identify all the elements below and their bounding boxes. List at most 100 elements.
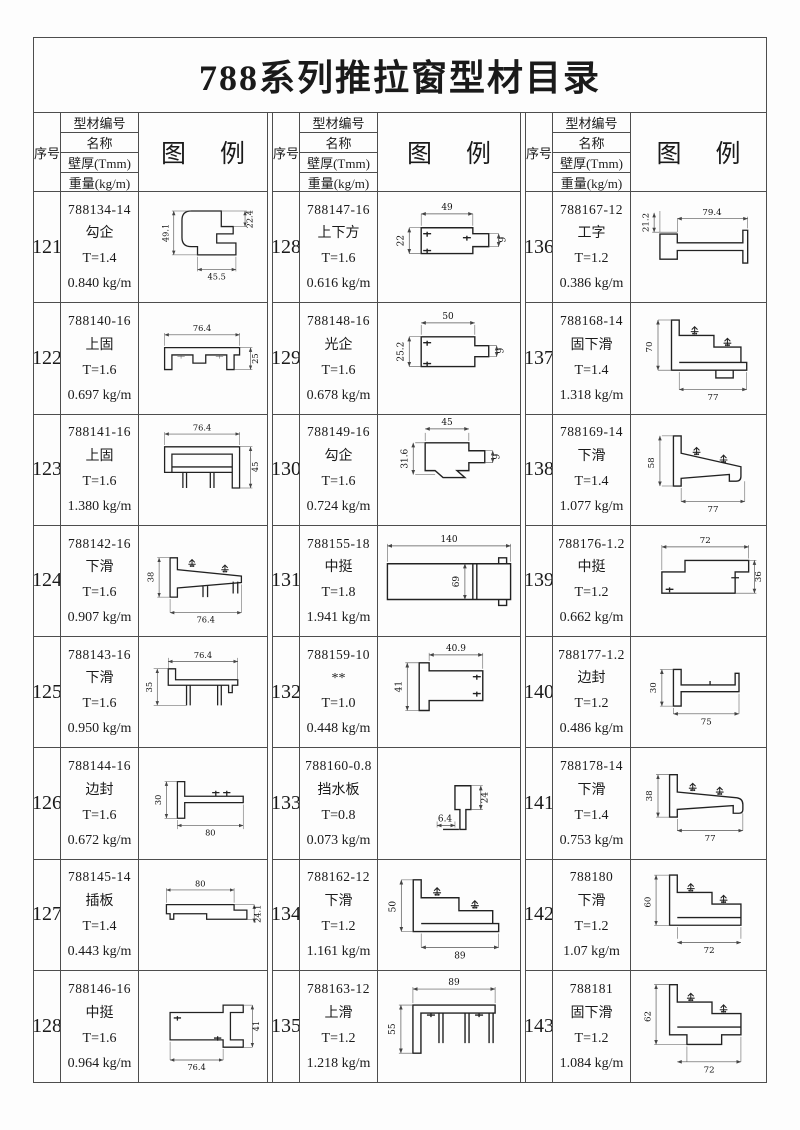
diagram-cell: 21.2 79.4 bbox=[631, 192, 766, 304]
profile-drawing-slope-track-2: 38 77 bbox=[645, 774, 744, 844]
profile-code: 788163-12 bbox=[307, 980, 370, 996]
dimension-label: 45 bbox=[250, 461, 260, 471]
diagram-cell: 49.1 22.4 45.5 bbox=[139, 192, 267, 304]
dimension-label: 72 bbox=[700, 536, 711, 546]
diagram-cell: 24 6.4 bbox=[378, 748, 520, 860]
header-seq: 序号 bbox=[526, 113, 553, 192]
diagram-cell: 49 22 9 bbox=[378, 192, 520, 304]
profile-drawing-fixed-bottom-track-2: 62 72 bbox=[643, 983, 742, 1075]
profile-thickness: T=1.4 bbox=[82, 918, 117, 934]
seq-cell: 143 bbox=[526, 970, 553, 1082]
profile-drawing-bottom-rail-2: 76.4 35 bbox=[144, 650, 239, 706]
profile-code: 788147-16 bbox=[307, 201, 370, 217]
profile-thickness: T=1.2 bbox=[574, 251, 609, 267]
diagram-cell: 30 80 bbox=[139, 748, 267, 860]
dimension-label: 38 bbox=[645, 791, 655, 802]
profile-thickness: T=1.4 bbox=[574, 473, 609, 489]
profile-thickness: T=1.6 bbox=[82, 473, 117, 489]
profile-thickness: T=1.2 bbox=[574, 696, 609, 712]
catalog-groups: 序号 型材编号 名称 壁厚(Tmm) 重量(kg/m) 图 例 121 7881… bbox=[33, 113, 767, 1083]
seq-cell: 137 bbox=[526, 303, 553, 415]
profile-drawing-offset-mullion: 72 36 bbox=[661, 536, 764, 594]
info-cell: 788148-16 光企 T=1.6 0.678 kg/m bbox=[300, 303, 378, 415]
profile-name: 下滑 bbox=[85, 671, 114, 687]
profile-name: 上固 bbox=[85, 337, 114, 353]
profile-thickness: T=1.6 bbox=[321, 251, 356, 267]
profile-drawing-i-bar: 21.2 79.4 bbox=[641, 208, 749, 264]
dimension-label: 50 bbox=[388, 900, 398, 912]
seq-cell: 125 bbox=[34, 637, 61, 749]
profile-name: 下滑 bbox=[577, 893, 606, 909]
profile-code: 788149-16 bbox=[307, 424, 370, 440]
info-cell: 788176-1.2 中挺 T=1.2 0.662 kg/m bbox=[553, 525, 631, 637]
header-legend: 图 例 bbox=[139, 113, 267, 192]
diagram-cell: 70 77 bbox=[631, 303, 766, 415]
dimension-label: 79.4 bbox=[702, 208, 722, 218]
dimension-label: 9 bbox=[497, 348, 507, 354]
profile-weight: 0.386 kg/m bbox=[559, 276, 624, 292]
profile-drawing-bottom-rail: 38 76.4 bbox=[146, 556, 243, 624]
info-cell: 788144-16 边封 T=1.6 0.672 kg/m bbox=[61, 748, 139, 860]
dimension-label: 36 bbox=[754, 571, 764, 582]
profile-name: 勾企 bbox=[324, 448, 353, 464]
profile-code: 788167-12 bbox=[560, 201, 623, 217]
profile-thickness: T=1.8 bbox=[321, 585, 356, 601]
profile-drawing-wide-mullion: 140 69 bbox=[386, 535, 512, 606]
diagram-cell: 41 76.4 bbox=[139, 971, 267, 1082]
profile-drawing-edge-seal: 30 80 bbox=[153, 781, 244, 838]
profile-weight: 1.084 kg/m bbox=[559, 1055, 624, 1071]
profile-weight: 1.380 kg/m bbox=[67, 498, 132, 514]
profile-weight: 0.907 kg/m bbox=[67, 610, 132, 625]
header-seq: 序号 bbox=[34, 113, 61, 192]
info-cell: 788160-0.8 挡水板 T=0.8 0.073 kg/m bbox=[300, 748, 378, 860]
profile-thickness: T=1.0 bbox=[321, 696, 356, 712]
header-profile-code: 型材编号 bbox=[300, 113, 377, 133]
seq-cell: 127 bbox=[34, 859, 61, 971]
header-profile-code: 型材编号 bbox=[553, 113, 630, 133]
profile-code: 788145-14 bbox=[68, 869, 131, 885]
header-info: 型材编号 名称 壁厚(Tmm) 重量(kg/m) bbox=[300, 113, 378, 192]
profile-weight: 0.448 kg/m bbox=[306, 721, 371, 737]
profile-weight: 1.07 kg/m bbox=[563, 943, 620, 959]
seq-cell: 142 bbox=[526, 859, 553, 971]
profile-drawing-interlock: 50 25.2 9 bbox=[396, 312, 507, 368]
diagram-cell: 60 72 bbox=[631, 860, 766, 971]
seq-cell: 131 bbox=[273, 525, 300, 637]
seq-cell: 134 bbox=[273, 859, 300, 971]
dimension-label: 40.9 bbox=[446, 644, 466, 654]
diagram-cell: 76.4 25 bbox=[139, 303, 267, 415]
dimension-label: 41 bbox=[251, 1021, 261, 1031]
profile-code: 788148-16 bbox=[307, 313, 370, 329]
dimension-label: 41 bbox=[394, 681, 404, 692]
profile-weight: 0.724 kg/m bbox=[306, 498, 371, 514]
dimension-label: 76.4 bbox=[194, 650, 212, 660]
dimension-label: 76.4 bbox=[193, 323, 211, 333]
profile-thickness: T=1.2 bbox=[321, 918, 356, 934]
catalog-sheet: 788系列推拉窗型材目录 序号 型材编号 名称 壁厚(Tmm) 重量(kg/m)… bbox=[33, 37, 767, 1083]
info-cell: 788149-16 勾企 T=1.6 0.724 kg/m bbox=[300, 414, 378, 526]
profile-drawing-stepped-track-2: 60 72 bbox=[643, 873, 742, 956]
profile-weight: 0.678 kg/m bbox=[306, 387, 371, 403]
info-cell: 788168-14 固下滑 T=1.4 1.318 kg/m bbox=[553, 303, 631, 415]
diagram-cell: 62 72 bbox=[631, 971, 766, 1082]
info-cell: 788143-16 下滑 T=1.6 0.950 kg/m bbox=[61, 637, 139, 749]
info-cell: 788169-14 下滑 T=1.4 1.077 kg/m bbox=[553, 414, 631, 526]
profile-name: 边封 bbox=[85, 782, 114, 798]
profile-thickness: T=1.2 bbox=[321, 1030, 356, 1046]
profile-drawing-mullion: 41 76.4 bbox=[169, 1004, 261, 1072]
dimension-label: 77 bbox=[705, 834, 716, 844]
profile-weight: 0.840 kg/m bbox=[67, 276, 132, 292]
info-cell: 788159-10 ** T=1.0 0.448 kg/m bbox=[300, 637, 378, 749]
dimension-label: 22 bbox=[396, 235, 406, 246]
info-cell: 788145-14 插板 T=1.4 0.443 kg/m bbox=[61, 859, 139, 971]
dimension-label: 72 bbox=[704, 946, 715, 956]
profile-drawing-top-track: 89 55 bbox=[388, 978, 496, 1054]
dimension-label: 70 bbox=[645, 342, 655, 353]
profile-weight: 0.443 kg/m bbox=[67, 943, 132, 959]
diagram-cell: 58 77 bbox=[631, 415, 766, 526]
profile-name: 固下滑 bbox=[570, 337, 613, 353]
profile-drawing-edge-seal-2: 30 75 bbox=[649, 668, 740, 727]
dimension-label: 21.2 bbox=[641, 213, 651, 232]
profile-drawing-hook-2: 45 31.6 9 bbox=[400, 417, 503, 478]
header-profile-name: 名称 bbox=[61, 133, 138, 153]
